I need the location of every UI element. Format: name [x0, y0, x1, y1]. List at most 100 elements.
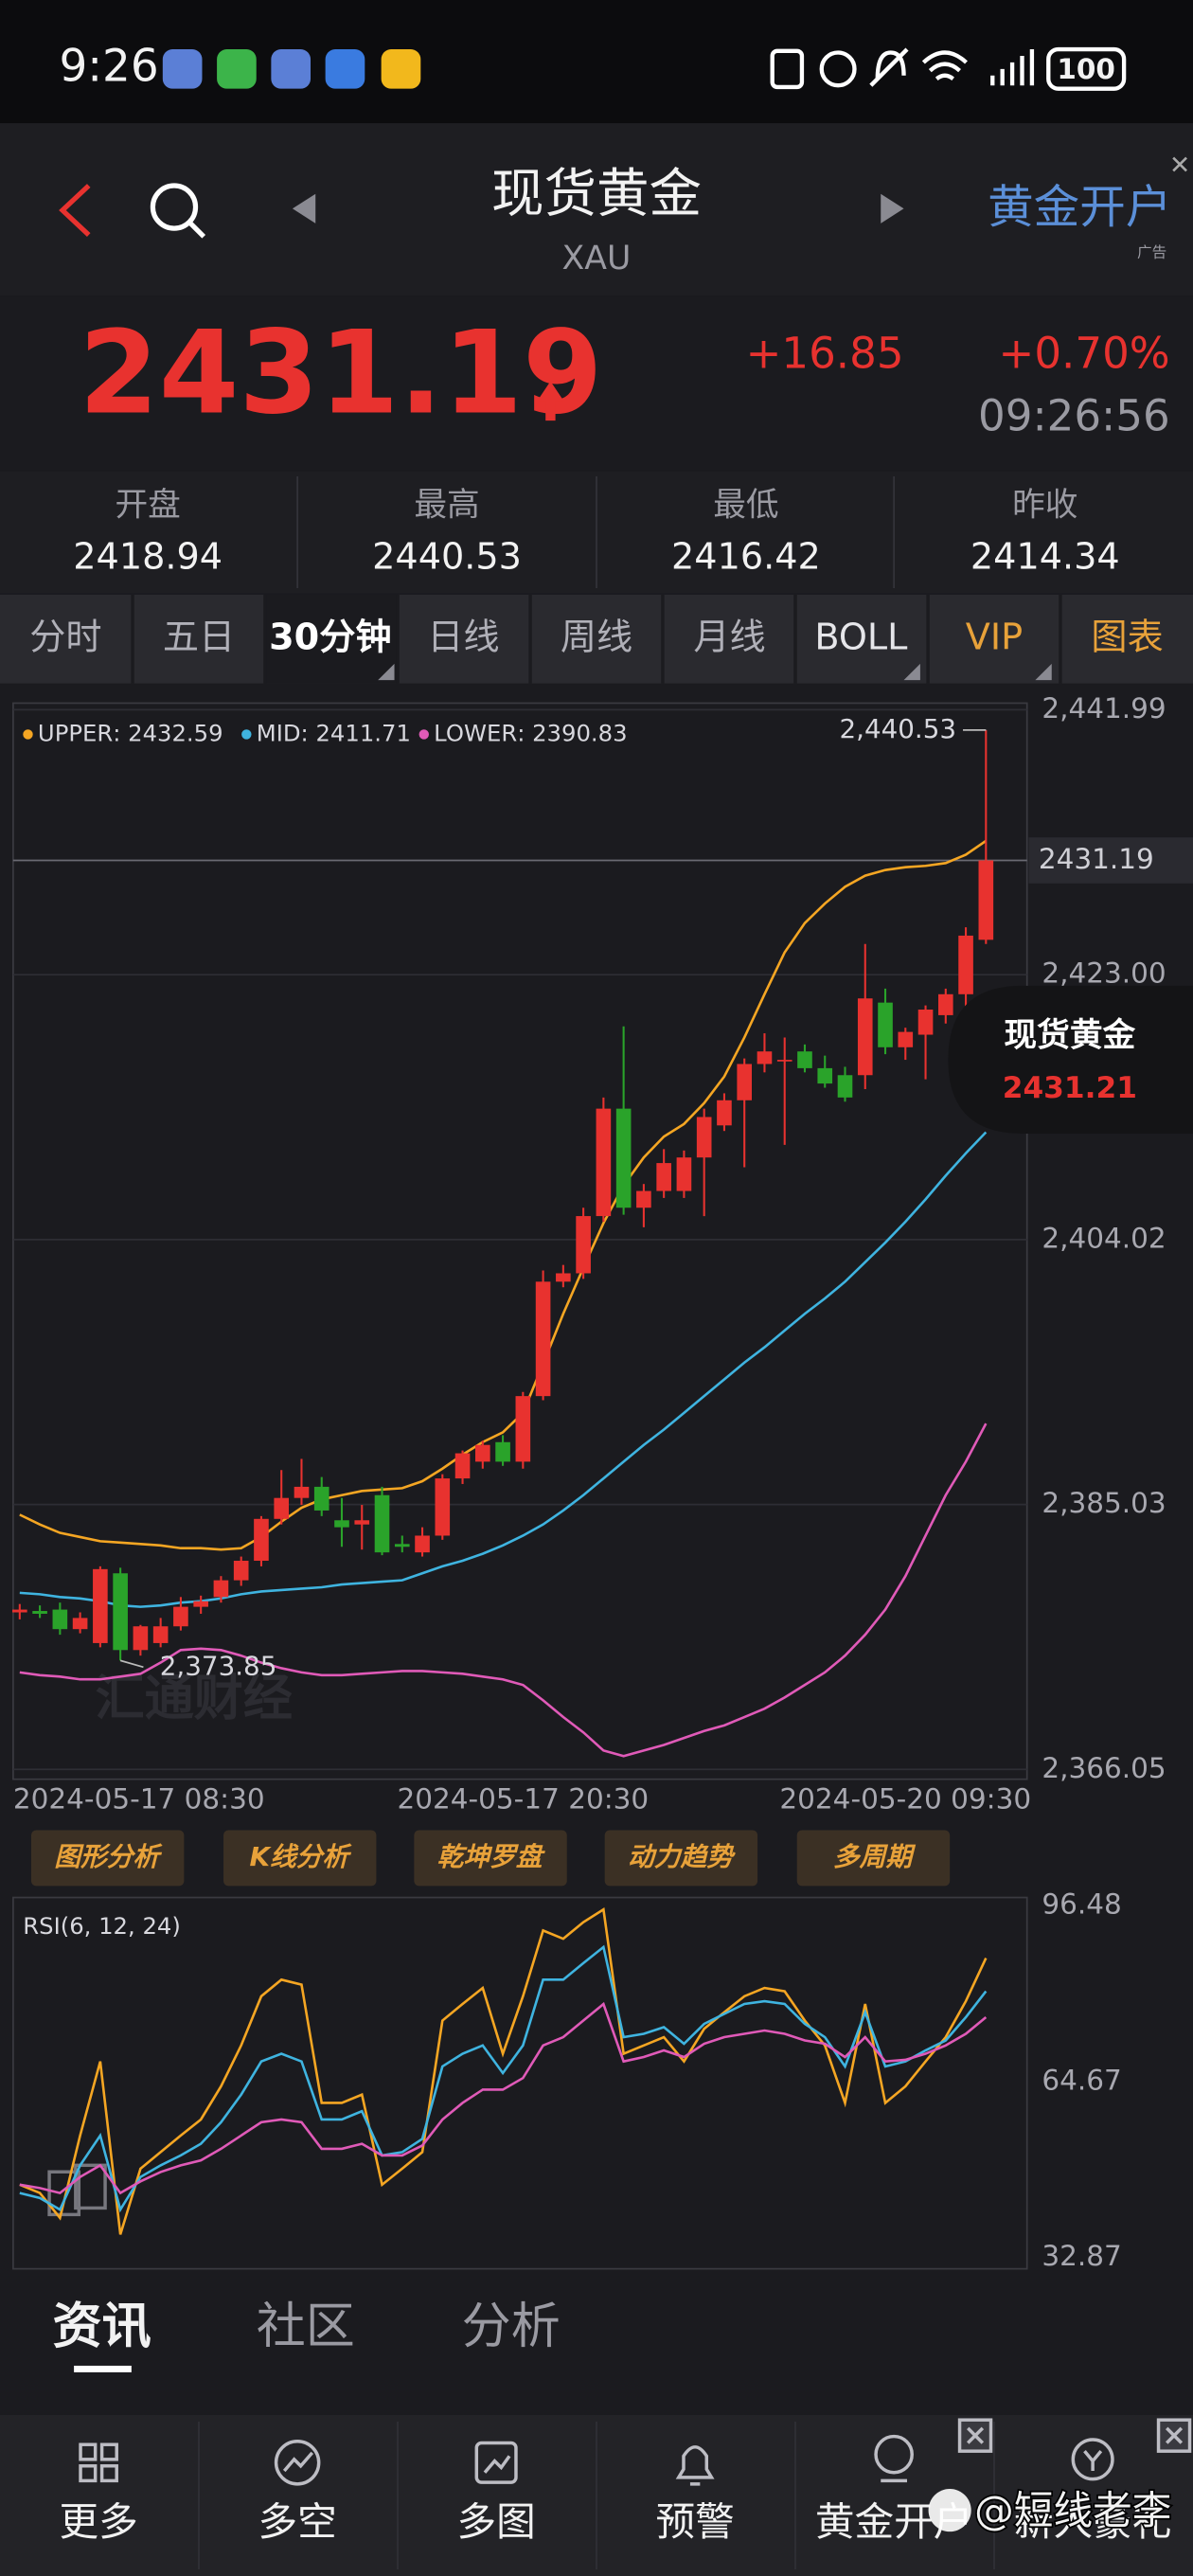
- tab[interactable]: 周线: [561, 617, 632, 658]
- stat-value: 2418.94: [73, 536, 223, 578]
- legend-dot: [23, 729, 33, 740]
- stat-value: 2414.34: [970, 536, 1120, 578]
- prev-arrow[interactable]: [292, 193, 316, 224]
- candle-body: [354, 1520, 370, 1525]
- change: +16.85: [746, 328, 904, 378]
- candle-body: [837, 1075, 853, 1098]
- badge-name: 现货黄金: [1004, 1016, 1135, 1055]
- candle-body: [596, 1108, 612, 1217]
- ad-link[interactable]: 黄金开户: [988, 181, 1171, 234]
- band-line: [19, 839, 988, 1551]
- x-tick-label: 2024-05-20 09:30: [779, 1783, 1031, 1816]
- candle-body: [535, 1281, 551, 1397]
- x-tick-label: 2024-05-17 08:30: [13, 1783, 265, 1816]
- price: 2431.19: [79, 306, 602, 440]
- candle-body: [173, 1606, 188, 1627]
- tool-button[interactable]: 多周期: [833, 1841, 917, 1872]
- candle-body: [515, 1396, 531, 1462]
- last-price-box: [1028, 837, 1193, 884]
- candle-body: [696, 1117, 712, 1158]
- candle-body: [435, 1478, 451, 1536]
- y-tick-label: 64.67: [1042, 2064, 1121, 2096]
- tab[interactable]: 日线: [427, 617, 499, 658]
- candle-body: [274, 1497, 290, 1519]
- legend-dot: [241, 729, 252, 740]
- stat-label: 开盘: [115, 486, 180, 524]
- quote-time: 09:26:56: [978, 390, 1170, 440]
- nav-item[interactable]: 新人豪礼: [1014, 2498, 1172, 2545]
- tab[interactable]: 月线: [693, 617, 765, 658]
- candle-body: [615, 1108, 632, 1208]
- candle-body: [233, 1560, 249, 1581]
- tab[interactable]: 五日: [163, 617, 235, 658]
- legend-item: UPPER: 2432.59: [38, 719, 223, 746]
- candle-body: [757, 1051, 773, 1064]
- candle-body: [193, 1601, 208, 1607]
- nav-item[interactable]: 多图: [456, 2498, 535, 2545]
- candle-body: [717, 1100, 732, 1126]
- candle-body: [898, 1031, 914, 1047]
- price-badge: [948, 985, 1193, 1134]
- candle-body: [52, 1609, 68, 1630]
- y-tick-label: 96.48: [1042, 1888, 1121, 1921]
- legend-name: UPPER: [38, 719, 113, 746]
- section-tab-selected[interactable]: 资讯: [53, 2299, 151, 2355]
- candle-body: [152, 1626, 169, 1643]
- candle-body: [313, 1486, 329, 1511]
- candle-body: [797, 1051, 812, 1068]
- candle-body: [294, 1486, 310, 1498]
- tool-button[interactable]: K线分析: [249, 1841, 352, 1872]
- quote-panel: [0, 295, 1193, 471]
- candle-body: [394, 1544, 410, 1547]
- up-arrow: [537, 381, 564, 421]
- ad-close[interactable]: [1172, 156, 1187, 172]
- section-tab[interactable]: 分析: [462, 2299, 561, 2355]
- badge-price: 2431.21: [1003, 1071, 1137, 1105]
- last-price-label: 2431.19: [1039, 843, 1154, 875]
- subtitle: XAU: [562, 240, 632, 277]
- y-tick-label: 2,441.99: [1042, 692, 1166, 724]
- compare-icon: [47, 2163, 107, 2217]
- section-tab[interactable]: 社区: [257, 2299, 355, 2355]
- annotation: 2,440.53: [839, 713, 956, 744]
- candle-body: [113, 1573, 128, 1651]
- candle-body: [556, 1273, 571, 1282]
- tool-button[interactable]: 动力趋势: [628, 1841, 736, 1872]
- stat-value: 2440.53: [372, 536, 522, 578]
- candle-body: [415, 1535, 430, 1553]
- candle-body: [958, 935, 973, 994]
- candle-body: [878, 1002, 893, 1047]
- tool-button[interactable]: 乾坤罗盘: [437, 1841, 545, 1872]
- back-button[interactable]: [59, 184, 91, 237]
- tab-selected[interactable]: 30分钟: [269, 617, 391, 658]
- rsi-frame: [12, 1896, 1028, 2270]
- nav-item[interactable]: 预警: [655, 2498, 734, 2545]
- nav-icons: [79, 2418, 1192, 2486]
- candle-body: [817, 1067, 833, 1084]
- nav-item[interactable]: 更多: [59, 2498, 137, 2545]
- rsi-line: [19, 2001, 988, 2195]
- header: [0, 123, 1193, 296]
- band-line: [19, 1422, 988, 1758]
- search-button[interactable]: [150, 183, 206, 239]
- candle-body: [213, 1580, 229, 1598]
- stats: [0, 471, 1193, 594]
- tab[interactable]: VIP: [966, 617, 1023, 658]
- candle-body: [32, 1611, 47, 1614]
- band-line: [19, 1131, 988, 1608]
- tab[interactable]: BOLL: [814, 617, 908, 658]
- candle-body: [917, 1010, 934, 1035]
- nav-item[interactable]: 多空: [258, 2498, 336, 2545]
- tab[interactable]: 分时: [29, 617, 101, 658]
- candle-body: [475, 1444, 490, 1462]
- watermark: 汇通财经: [96, 1671, 293, 1727]
- y-tick-label: 2,366.05: [1042, 1752, 1166, 1784]
- candle-body: [776, 1060, 792, 1062]
- next-arrow[interactable]: [881, 193, 904, 224]
- tool-button[interactable]: 图形分析: [54, 1841, 163, 1872]
- legend-dot: [418, 729, 429, 740]
- legend-item: LOWER: 2390.83: [434, 719, 627, 746]
- tab[interactable]: 图表: [1091, 617, 1163, 658]
